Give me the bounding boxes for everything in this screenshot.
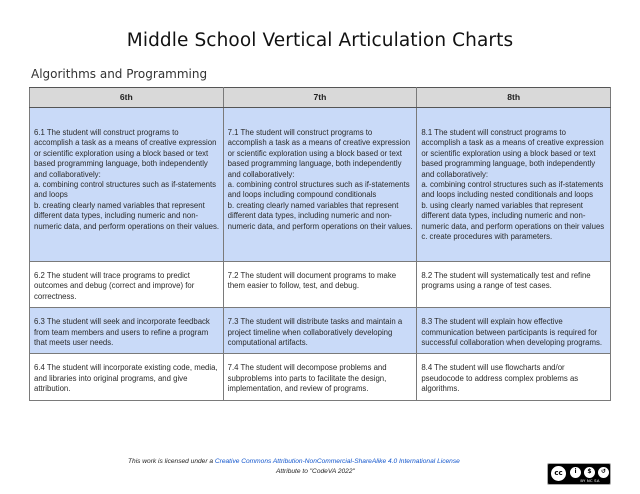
standard-7-3: 7.3 The student will distribute tasks an… — [222, 307, 418, 355]
articulation-table: 6th 7th 8th 6.1 The student will constru… — [29, 87, 611, 401]
header-8th: 8th — [416, 87, 611, 108]
header-6th: 6th — [29, 87, 224, 108]
cc-license-badge[interactable]: cc i $ ↺ BY NC SA — [547, 463, 611, 485]
attribution-text: Attribute to "CodeVA 2022" — [276, 468, 355, 475]
attribution-icon: i — [569, 466, 582, 479]
standard-8-1: 8.1 The student will construct programs … — [416, 107, 611, 262]
table-header-row: 6th 7th 8th — [29, 87, 611, 108]
standard-7-1: 7.1 The student will construct programs … — [222, 107, 418, 262]
license-link[interactable]: Creative Commons Attribution-NonCommerci… — [214, 458, 460, 465]
standard-6-1: 6.1 The student will construct programs … — [29, 107, 224, 262]
badge-labels: BY NC SA — [580, 478, 600, 483]
table-row: 6.2 The student will trace programs to p… — [29, 260, 611, 309]
section-title: Algorithms and Programming — [31, 67, 208, 81]
standard-6-3: 6.3 The student will seek and incorporat… — [29, 307, 224, 355]
standard-7-4: 7.4 The student will decompose problems … — [222, 353, 418, 401]
noncommercial-icon: $ — [583, 466, 596, 479]
standard-6-2: 6.2 The student will trace programs to p… — [29, 260, 224, 309]
sharealike-icon: ↺ — [597, 466, 610, 479]
license-notice: This work is licensed under a Creative C… — [128, 458, 460, 465]
standard-7-2: 7.2 The student will document programs t… — [222, 260, 418, 309]
header-7th: 7th — [222, 87, 418, 108]
table-row: 6.1 The student will construct programs … — [29, 107, 611, 262]
standard-8-3: 8.3 The student will explain how effecti… — [416, 307, 611, 355]
page-title: Middle School Vertical Articulation Char… — [126, 30, 514, 51]
cc-icon: cc — [550, 465, 567, 482]
standard-8-2: 8.2 The student will systematically test… — [416, 260, 611, 309]
table-row: 6.4 The student will incorporate existin… — [29, 353, 611, 401]
table-row: 6.3 The student will seek and incorporat… — [29, 307, 611, 355]
standard-8-4: 8.4 The student will use flowcharts and/… — [416, 353, 611, 401]
standard-6-4: 6.4 The student will incorporate existin… — [29, 353, 224, 401]
license-prefix: This work is licensed under a — [128, 458, 215, 465]
